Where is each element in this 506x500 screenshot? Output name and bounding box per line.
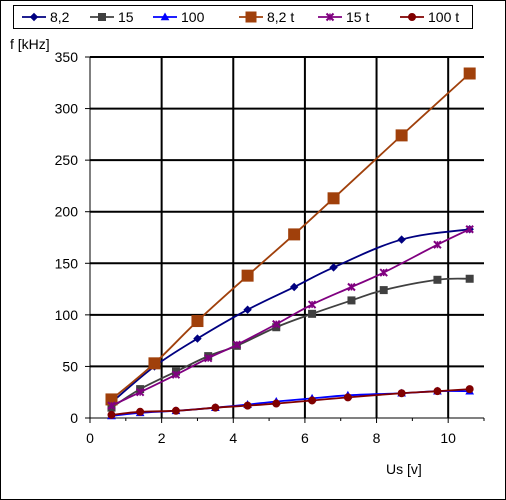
data-point [107, 401, 116, 410]
data-point [136, 407, 145, 416]
x-axis-label: Us [v] [386, 461, 422, 477]
x-tick-label: 8 [373, 430, 381, 446]
y-tick-label: 50 [62, 358, 78, 374]
x-tick-label: 2 [158, 430, 166, 446]
data-point [135, 388, 145, 397]
data-point [308, 396, 317, 405]
legend-entry: 15 t [318, 9, 369, 25]
legend-marker [29, 12, 39, 22]
data-point [211, 403, 220, 412]
data-point [433, 240, 442, 249]
x-tick-label: 10 [440, 430, 456, 446]
series-layer [105, 67, 476, 420]
data-point [171, 406, 180, 415]
data-point [433, 387, 442, 396]
legend-entry: 8,2 t [239, 9, 294, 25]
y-tick-label: 0 [70, 410, 78, 426]
data-point [347, 282, 356, 292]
data-point [465, 225, 474, 234]
legend-entry: 100 [153, 9, 205, 25]
data-point [379, 286, 388, 295]
data-point [232, 340, 242, 349]
legend-marker [245, 11, 257, 23]
data-point [148, 357, 161, 370]
grid [90, 56, 484, 418]
data-point [289, 282, 299, 292]
data-point [308, 309, 317, 318]
data-point [343, 393, 352, 402]
data-point [272, 319, 281, 329]
data-point [171, 370, 181, 379]
x-tick-label: 6 [301, 430, 309, 446]
data-point [379, 268, 388, 277]
legend-label: 15 [118, 9, 134, 25]
data-point [203, 353, 213, 363]
data-point [243, 305, 252, 314]
y-tick-label: 100 [55, 307, 79, 323]
data-point [241, 269, 254, 282]
data-point [465, 274, 474, 283]
y-tick-label: 200 [55, 204, 79, 220]
data-point [107, 410, 116, 419]
legend-marker [98, 13, 106, 21]
data-point [272, 399, 281, 408]
legend: 8,2 15 100 8,2 t 15 t 100 t [13, 5, 473, 29]
y-tick-label: 350 [55, 49, 79, 65]
y-tick-label: 300 [55, 101, 79, 117]
legend-label: 100 t [428, 9, 459, 25]
legend-label: 15 t [346, 9, 369, 25]
legend-label: 8,2 t [267, 9, 294, 25]
legend-entry: 15 [90, 9, 134, 25]
data-point [243, 401, 252, 410]
data-point [397, 235, 406, 244]
y-tick-label: 250 [55, 152, 79, 168]
legend-entry: 8,2 [22, 9, 70, 25]
data-point [465, 385, 474, 394]
x-tick-label: 4 [229, 430, 237, 446]
data-point [327, 192, 340, 205]
series-5 [107, 225, 474, 410]
x-tick-label: 0 [86, 430, 94, 446]
data-point [347, 296, 356, 305]
legend-label: 8,2 [50, 9, 70, 25]
series-4 [105, 67, 476, 406]
data-point [433, 275, 442, 284]
data-point [191, 315, 204, 328]
legend-entry: 100 t [400, 9, 459, 25]
data-point [395, 129, 408, 142]
y-tick-label: 150 [55, 255, 79, 271]
data-point [193, 334, 202, 343]
data-point [307, 300, 317, 309]
data-point [397, 389, 406, 398]
legend-marker [408, 13, 416, 21]
data-point [288, 228, 301, 241]
legend-marker [160, 12, 170, 21]
y-axis-label: f [kHz] [10, 36, 50, 52]
series-6 [107, 385, 474, 419]
legend-marker [325, 12, 335, 22]
legend-label: 100 [181, 9, 205, 25]
data-point [463, 67, 476, 80]
data-point [329, 263, 338, 272]
